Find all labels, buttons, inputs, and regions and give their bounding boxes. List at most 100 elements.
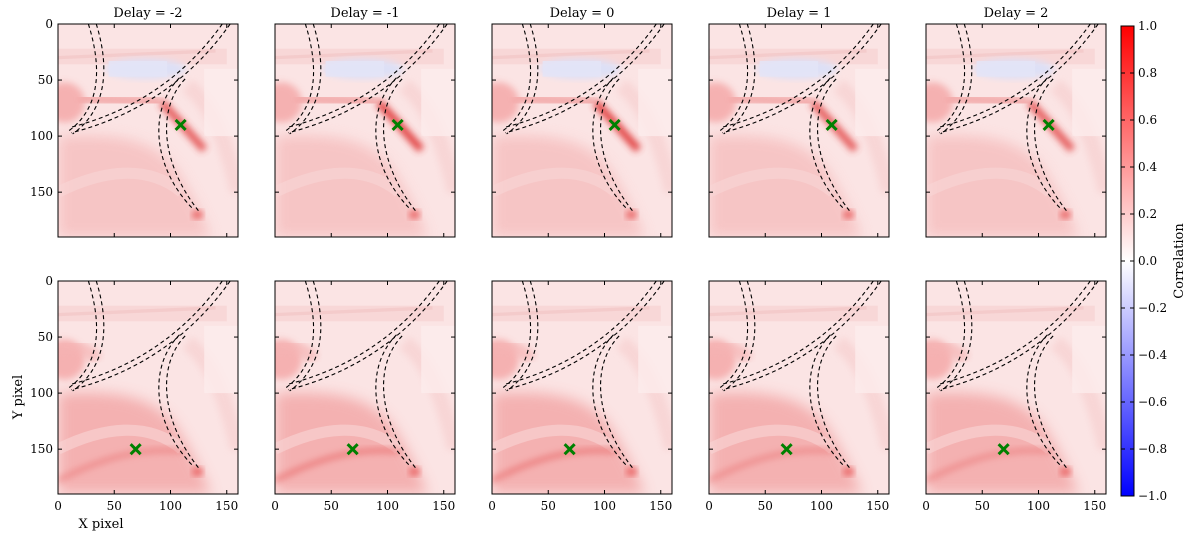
boundary-curve xyxy=(384,336,417,469)
x-tick-label: 100 xyxy=(593,499,616,513)
boundary-curve xyxy=(940,24,1091,127)
colorbar-tick-label: 0.4 xyxy=(1138,160,1157,174)
heatmap-image xyxy=(709,24,889,237)
boundary-curve xyxy=(593,78,627,209)
boundary-curve xyxy=(506,281,665,390)
boundary-curve xyxy=(601,336,634,469)
boundary-curve xyxy=(69,281,96,388)
panel-frame xyxy=(491,23,673,238)
boundary-curve xyxy=(1027,78,1061,209)
boundary-curve xyxy=(167,79,200,212)
heatmap-image xyxy=(926,24,1106,237)
boundary-curve xyxy=(290,281,321,391)
boundary-curve xyxy=(507,281,538,391)
boundary-curve xyxy=(937,24,964,131)
boundary-curve xyxy=(69,24,96,131)
y-tick-label: 0 xyxy=(45,17,53,31)
heatmap-image xyxy=(492,281,672,494)
seed-marker xyxy=(608,118,621,131)
x-tick-label: 150 xyxy=(866,499,889,513)
boundary-curve xyxy=(937,281,964,388)
heatmap-panel: 0 50 100 150 xyxy=(705,280,890,513)
heatmap-image xyxy=(58,24,238,237)
x-tick-label: 50 xyxy=(975,499,990,513)
axis-ticks xyxy=(57,280,238,494)
boundary-curve xyxy=(941,281,972,391)
panel-title: Delay = 1 xyxy=(767,6,832,21)
axis-ticks xyxy=(274,23,455,237)
y-tick-label: 0 xyxy=(45,274,53,288)
y-tick-label: 150 xyxy=(30,442,53,456)
boundary-curve xyxy=(289,24,448,133)
heatmap-panel: Delay = 1 xyxy=(708,6,890,238)
boundary-curve xyxy=(941,24,972,134)
x-tick-label: 150 xyxy=(215,499,238,513)
boundary-curve xyxy=(159,78,193,209)
boundary-curve xyxy=(73,281,104,391)
panel-frame xyxy=(708,23,890,238)
boundary-curve xyxy=(286,281,313,388)
boundary-curve xyxy=(723,24,882,133)
panel-title: Delay = -1 xyxy=(330,6,399,21)
boundary-curve xyxy=(72,281,223,384)
boundary-curve xyxy=(720,24,747,131)
boundary-curve xyxy=(818,79,851,212)
boundary-curve xyxy=(376,78,410,209)
boundary-curve xyxy=(601,79,634,212)
boundary-curve xyxy=(1027,335,1061,466)
boundary-curve xyxy=(503,281,530,388)
axis-ticks xyxy=(274,280,455,494)
boundary-curve xyxy=(72,24,231,133)
colorbar-tick-label: −0.6 xyxy=(1138,395,1167,409)
boundary-curve xyxy=(376,335,410,466)
boundary-curve xyxy=(506,24,665,133)
colorbar-tick-label: 1.0 xyxy=(1138,19,1157,33)
heatmap-panel: 0 50 100 150 xyxy=(922,280,1107,513)
seed-marker xyxy=(825,118,838,131)
seed-marker xyxy=(780,443,793,456)
y-tick-label: 150 xyxy=(30,185,53,199)
boundary-curve xyxy=(384,79,417,212)
x-tick-label: 150 xyxy=(432,499,455,513)
axis-ticks xyxy=(57,23,238,237)
axis-ticks xyxy=(925,280,1106,494)
heatmap-panel: 0 50 100 150 xyxy=(488,280,673,513)
colorbar-tick-label: −0.4 xyxy=(1138,348,1168,362)
panel-frame xyxy=(57,280,239,495)
boundary-curve xyxy=(73,24,104,134)
colorbar-tick-label: 0.0 xyxy=(1138,254,1157,268)
colorbar-tick-label: −0.8 xyxy=(1138,442,1167,456)
colorbar: 1.0 0.8 0.6 0.4 0.2 0.0 −0.2 −0.4 −0.6 −0.8 −1.0 C… xyxy=(1120,19,1187,503)
heatmap-image xyxy=(709,281,889,494)
heatmap-panel: Delay = 2 xyxy=(925,6,1107,238)
boundary-curve xyxy=(289,24,440,127)
boundary-curve xyxy=(167,336,200,469)
seed-marker xyxy=(563,443,576,456)
heatmap-image xyxy=(275,281,455,494)
panel-frame xyxy=(491,280,673,495)
heatmap-panel: Delay = 0 xyxy=(491,6,673,238)
panel-frame xyxy=(57,23,239,238)
boundary-curve xyxy=(810,78,844,209)
boundary-curve xyxy=(72,281,231,390)
boundary-curve xyxy=(723,24,874,127)
colorbar-tick-label: 0.6 xyxy=(1138,113,1157,127)
x-axis-label: X pixel xyxy=(78,517,123,532)
boundary-curve xyxy=(724,281,755,391)
seed-marker xyxy=(997,443,1010,456)
boundary-curve xyxy=(506,281,657,384)
boundary-curve xyxy=(940,24,1099,133)
panel-title: Delay = -2 xyxy=(113,6,182,21)
panel-grid: 0 50 100 150 Delay = -2 Delay = -1 Delay = 0 De… xyxy=(30,6,1107,513)
boundary-curve xyxy=(289,281,448,390)
heatmap-panel: 0 50 100 150 Delay = -2 xyxy=(30,6,239,238)
panel-frame xyxy=(925,280,1107,495)
heatmap-image xyxy=(926,281,1106,494)
x-tick-label: 0 xyxy=(488,499,496,513)
y-tick-label: 100 xyxy=(30,386,53,400)
x-tick-label: 100 xyxy=(159,499,182,513)
y-tick-label: 100 xyxy=(30,129,53,143)
heatmap-panel: 0 50 100 150 xyxy=(271,280,456,513)
x-tick-label: 0 xyxy=(705,499,713,513)
panel-frame xyxy=(708,280,890,495)
